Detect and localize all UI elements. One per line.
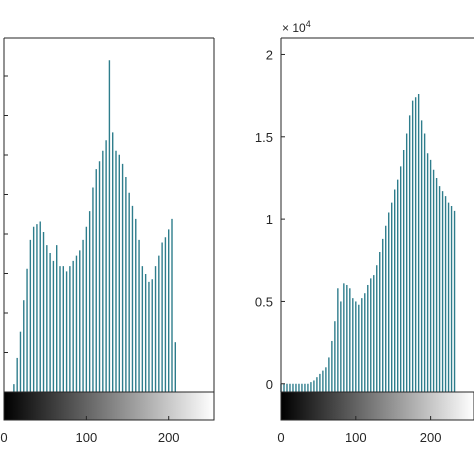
x-tick-label: 100 <box>345 430 367 445</box>
y-exponent-superscript: 4 <box>306 19 311 29</box>
x-tick-label: 0 <box>277 430 284 445</box>
x-tick-label: 200 <box>420 430 442 445</box>
x-tick-label: 0 <box>0 430 7 445</box>
y-tick-label: 1 <box>266 212 273 227</box>
x-tick-label: 200 <box>158 430 180 445</box>
y-tick-label: 1.5 <box>255 130 273 145</box>
x-tick-label: 100 <box>76 430 98 445</box>
y-exponent-label: × 104 <box>282 19 311 35</box>
y-tick-label: 0.5 <box>255 294 273 309</box>
y-tick-label: 0 <box>266 377 273 392</box>
grayscale-colorbar <box>3 391 215 421</box>
y-tick-label: 2 <box>266 47 273 62</box>
grayscale-colorbar <box>280 391 474 421</box>
right-histogram: × 104 0 0.5 1 1.5 2 0 100 200 <box>255 19 474 445</box>
left-histogram: 0 100 200 <box>0 37 215 445</box>
